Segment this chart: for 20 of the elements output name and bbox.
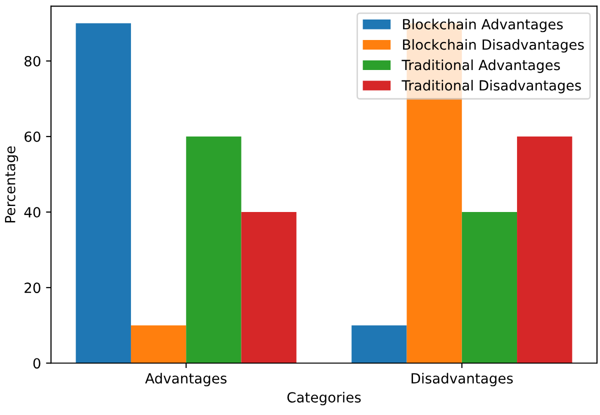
y-tick-label: 20 xyxy=(24,282,40,294)
x-axis-title: Categories xyxy=(287,392,361,406)
y-tick-label: 80 xyxy=(24,56,40,66)
x-tick-label: Advantages xyxy=(145,372,227,386)
y-axis-title: Percentage xyxy=(5,146,18,222)
legend-label: Blockchain Advantages xyxy=(403,18,563,32)
bar xyxy=(517,136,572,364)
bar xyxy=(130,325,186,364)
y-tick-label: 0 xyxy=(33,358,40,369)
bar xyxy=(352,325,407,364)
bar xyxy=(76,23,131,364)
legend-label: Blockchain Disadvantages xyxy=(403,39,584,53)
bar xyxy=(241,212,296,364)
bar xyxy=(186,136,242,364)
bar xyxy=(462,212,518,364)
x-tick-label: Disadvantages xyxy=(412,372,513,386)
legend-label: Traditional Advantages xyxy=(402,60,560,73)
legend-label: Traditional Disadvantages xyxy=(402,80,581,94)
y-tick-label: 60 xyxy=(24,131,40,142)
y-tick-label: 40 xyxy=(24,207,40,218)
